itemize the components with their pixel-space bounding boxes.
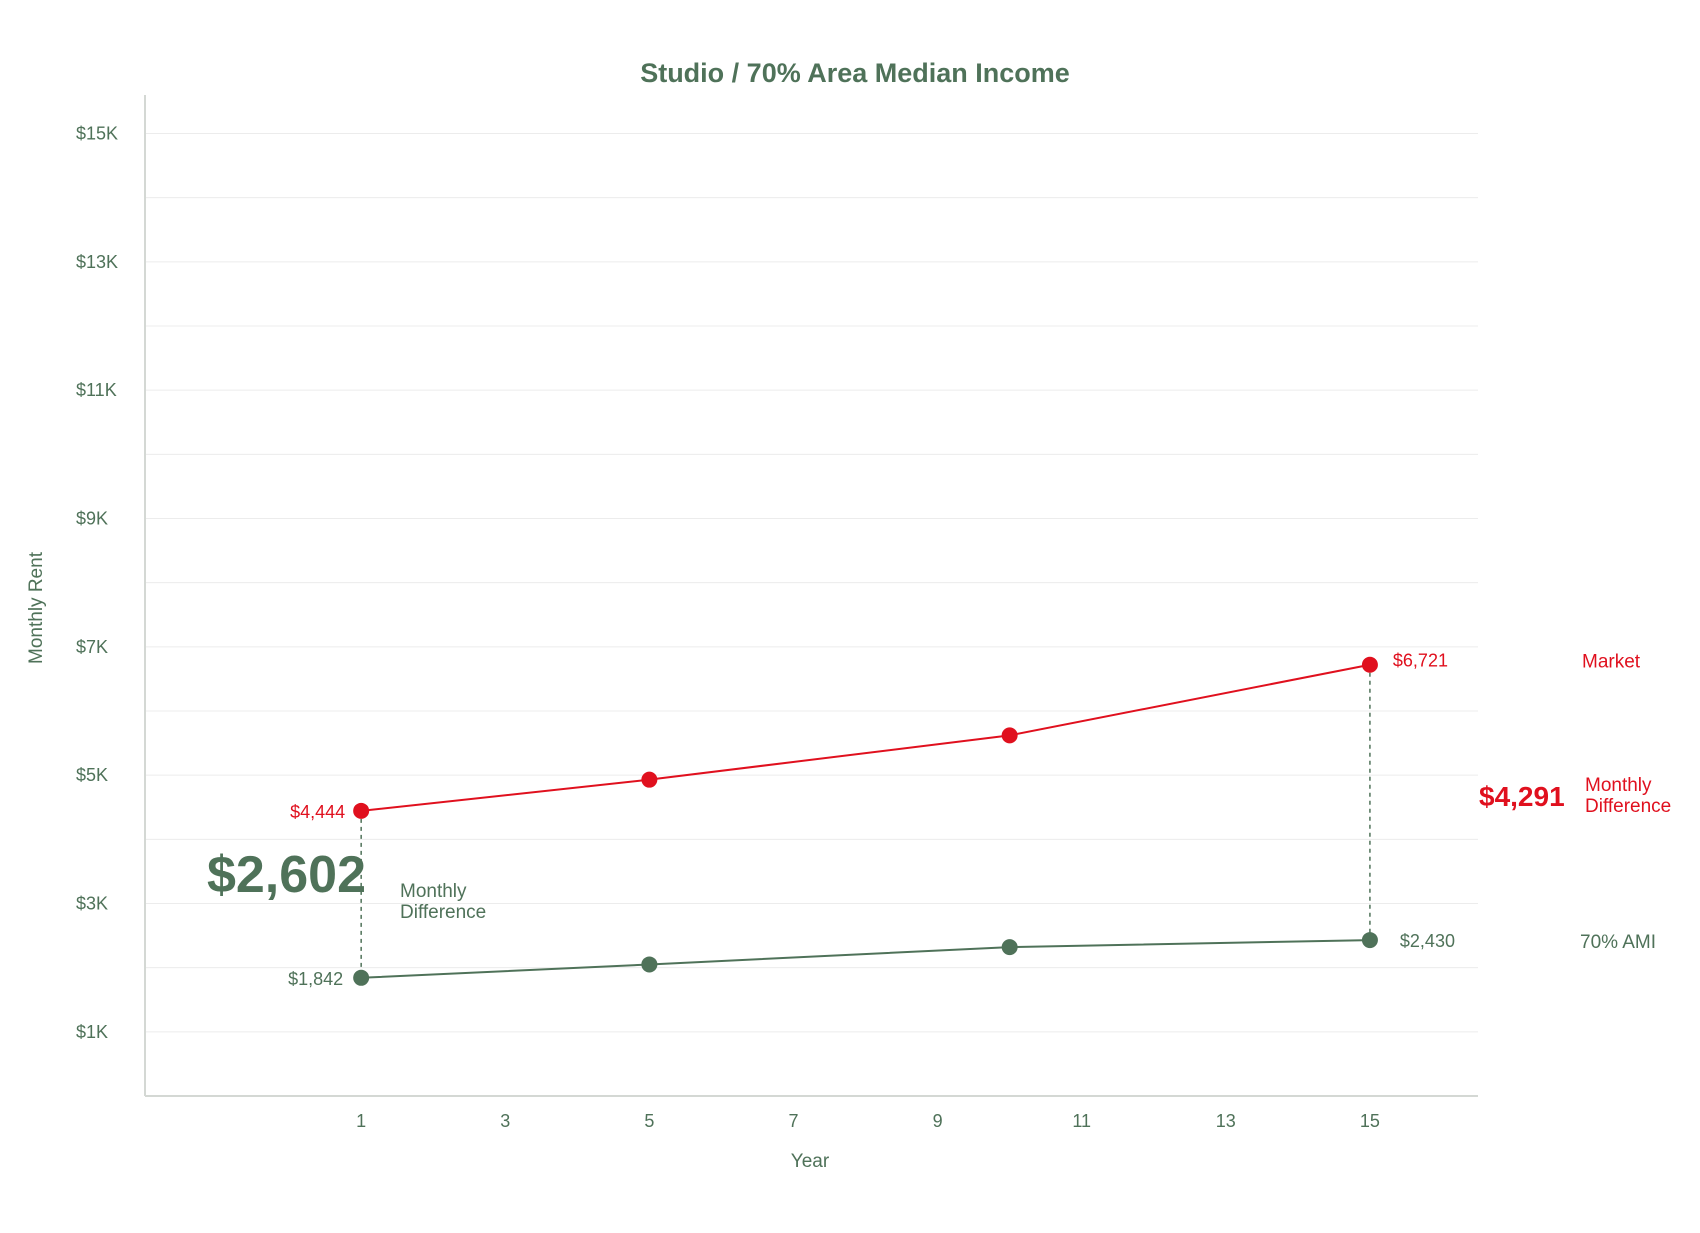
series-line: [361, 663, 1371, 812]
y-axis-label: Monthly Rent: [26, 551, 47, 664]
series: [353, 656, 1378, 986]
data-labels: $4,444 $1,842 $6,721 $2,430 Market 70% AMI $2,…: [207, 651, 1671, 989]
ami-end-label: $2,430: [1400, 931, 1455, 951]
y-tick-label: $9K: [76, 509, 108, 529]
x-tick-label: 7: [788, 1111, 798, 1131]
difference-caption-end-1: Monthly: [1585, 775, 1652, 796]
x-tick-label: 15: [1360, 1111, 1380, 1131]
chart-title: Studio / 70% Area Median Income: [640, 58, 1070, 88]
y-tick-label: $15K: [76, 124, 118, 144]
y-tick-label: $13K: [76, 252, 118, 272]
data-point: [353, 802, 370, 819]
y-tick-label: $7K: [76, 637, 108, 657]
x-tick-label: 11: [1072, 1111, 1091, 1131]
difference-caption-start-2: Difference: [400, 902, 486, 923]
data-point: [641, 771, 658, 788]
data-point: [1361, 932, 1378, 949]
x-tick-label: 13: [1216, 1111, 1236, 1131]
y-tick-labels: $1K $3K $5K $7K $9K $11K $13K $15K: [76, 124, 118, 1042]
data-point: [353, 969, 370, 986]
difference-value-end: $4,291: [1479, 781, 1565, 812]
legend-ami: 70% AMI: [1580, 932, 1656, 953]
series-line: [361, 939, 1370, 979]
grid: [145, 133, 1478, 1033]
x-tick-label: 3: [500, 1111, 510, 1131]
y-tick-label: $5K: [76, 765, 108, 785]
data-point: [1001, 939, 1018, 956]
y-tick-label: $11K: [76, 380, 117, 400]
axes: [144, 95, 1478, 1097]
x-axis-label: Year: [791, 1151, 830, 1172]
x-tick-label: 9: [933, 1111, 943, 1131]
x-tick-label: 5: [644, 1111, 654, 1131]
difference-caption-start-1: Monthly: [400, 881, 467, 902]
x-tick-label: 1: [356, 1111, 366, 1131]
difference-connectors: [360, 664, 1371, 978]
market-start-label: $4,444: [290, 802, 345, 822]
market-end-label: $6,721: [1393, 651, 1448, 671]
ami-start-label: $1,842: [288, 969, 343, 989]
data-point: [1001, 727, 1018, 744]
difference-value-start: $2,602: [207, 846, 366, 904]
difference-caption-end-2: Difference: [1585, 796, 1671, 817]
y-tick-label: $3K: [76, 894, 108, 914]
data-point: [641, 956, 658, 973]
data-point: [1361, 656, 1378, 673]
y-tick-label: $1K: [76, 1022, 108, 1042]
x-tick-labels: 1 3 5 7 9 11 13 15: [356, 1111, 1380, 1131]
legend-market: Market: [1582, 652, 1641, 673]
